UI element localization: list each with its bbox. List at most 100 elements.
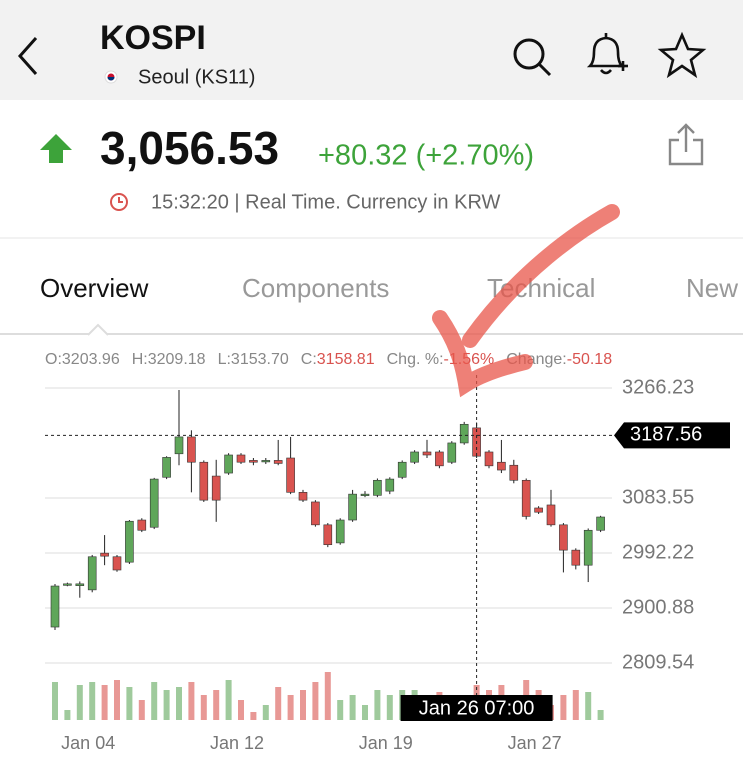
- volume-bar: [138, 700, 145, 720]
- candle-body: [63, 583, 72, 586]
- volume-bar: [362, 705, 368, 720]
- tab[interactable]: Components: [242, 273, 389, 303]
- candle-body: [323, 524, 333, 546]
- volume-bar: [275, 687, 282, 720]
- readout-value: 3203.96: [62, 351, 120, 368]
- volume-bar: [597, 710, 604, 720]
- candle-body: [50, 585, 60, 628]
- volume-bar: [238, 700, 244, 720]
- candle-body: [348, 493, 357, 521]
- candle-body: [447, 442, 457, 463]
- volume-bar: [337, 700, 344, 720]
- search-icon[interactable]: [513, 38, 552, 77]
- candle-body: [497, 461, 506, 471]
- y-tick-label: 3083.55: [622, 486, 694, 508]
- candle-body: [137, 519, 147, 531]
- time-note: 15:32:20 | Real Time. Currency in KRW: [151, 191, 501, 213]
- clock-icon: [110, 193, 128, 211]
- volume-bar: [312, 682, 319, 720]
- volume-bar: [64, 710, 71, 720]
- favorite-icon[interactable]: [657, 31, 707, 79]
- candle-body: [199, 461, 209, 501]
- readout-value: 3158.81: [317, 351, 375, 368]
- candle-body: [410, 451, 419, 463]
- exchange: Seoul (KS11): [138, 66, 255, 88]
- candle-body: [174, 436, 184, 455]
- candle-body: [559, 524, 568, 551]
- volume-bar: [585, 692, 592, 720]
- candle-body: [224, 454, 233, 474]
- candle-body: [509, 464, 519, 481]
- candle-body: [87, 556, 97, 591]
- alert-icon[interactable]: [586, 33, 628, 75]
- volume-bar: [76, 685, 83, 720]
- volume-bar: [560, 695, 567, 720]
- crosshair-tag: [614, 422, 730, 449]
- crosshair-date: Jan 26 07:00: [419, 697, 535, 719]
- candle-body: [422, 451, 432, 456]
- readout-value: 3209.18: [148, 351, 206, 368]
- candle-body: [521, 479, 531, 517]
- volume-bar: [213, 690, 220, 720]
- volume-bar: [200, 695, 207, 720]
- readout-label: O:: [45, 351, 62, 368]
- candle-body: [211, 475, 221, 501]
- tab[interactable]: Overview: [40, 273, 149, 303]
- title: KOSPI: [100, 19, 206, 57]
- readout-label: Chg. %:: [387, 351, 444, 368]
- candle-body: [385, 478, 395, 492]
- annotation-arrow: [432, 204, 620, 398]
- flag: [104, 70, 118, 84]
- candle-body: [112, 556, 122, 571]
- candle-body: [100, 552, 109, 557]
- candle-body: [373, 479, 382, 496]
- candle-body: [187, 436, 196, 463]
- readout-value: -50.18: [567, 351, 612, 368]
- volume-bar: [572, 690, 579, 720]
- volume-bar: [349, 695, 356, 720]
- candle-body: [162, 457, 171, 478]
- candle-body: [249, 460, 258, 463]
- volume-bar: [89, 682, 96, 720]
- y-tick-label: 2900.88: [622, 596, 694, 618]
- price-change: +80.32 (+2.70%): [318, 140, 534, 172]
- candle-body: [571, 549, 581, 566]
- volume-bar: [163, 690, 170, 720]
- volume-bar: [52, 682, 58, 720]
- candle-body: [534, 507, 543, 513]
- x-tick-label: Jan 04: [61, 733, 115, 753]
- candle-body: [484, 451, 494, 467]
- candle-body: [435, 451, 444, 467]
- volume-bar: [151, 682, 158, 720]
- up-arrow: [40, 134, 72, 163]
- y-tick-label: 3266.23: [622, 376, 694, 398]
- tab[interactable]: New: [686, 273, 738, 303]
- volume-bar: [262, 705, 269, 720]
- volume-bar: [114, 680, 120, 720]
- back-button[interactable]: [17, 37, 38, 75]
- volume-bar: [386, 695, 393, 720]
- candle-body: [596, 516, 605, 531]
- volume-bar: [374, 690, 381, 720]
- candle-body: [286, 457, 295, 493]
- chart: O: 3203.96 H: 3209.18 L: 3153.70 C: 3158.81 Chg.…: [45, 351, 730, 753]
- candle-body: [360, 493, 370, 496]
- volume-bar: [324, 672, 331, 720]
- volume-bar: [287, 695, 294, 720]
- candle-body: [273, 460, 283, 464]
- volume-bar: [225, 680, 232, 720]
- candle-body: [546, 504, 556, 526]
- candle-body: [583, 529, 593, 566]
- candle-body: [335, 519, 345, 544]
- share-icon[interactable]: [668, 123, 704, 166]
- volume-bar: [101, 685, 108, 720]
- volume-bar: [250, 712, 257, 720]
- candle-body: [261, 460, 271, 463]
- volume-bar: [176, 687, 182, 720]
- readout-value: 3153.70: [231, 351, 289, 368]
- volume-bar: [188, 682, 195, 720]
- x-tick-label: Jan 27: [508, 733, 562, 753]
- readout-label: C:: [301, 351, 317, 368]
- candle-body: [125, 520, 134, 563]
